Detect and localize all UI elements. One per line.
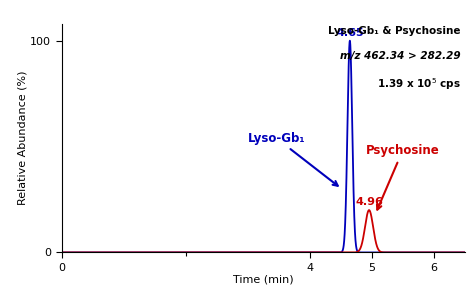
Text: 4.96: 4.96 (355, 197, 383, 207)
Text: 1.39 x 10$^5$ cps: 1.39 x 10$^5$ cps (377, 76, 460, 92)
Text: Lyso-Gb₁: Lyso-Gb₁ (247, 132, 338, 186)
Text: m/z 462.34 > 282.29: m/z 462.34 > 282.29 (340, 51, 460, 61)
X-axis label: Time (min): Time (min) (233, 274, 293, 284)
Text: Lyso-Gb₁ & Psychosine: Lyso-Gb₁ & Psychosine (328, 26, 460, 36)
Text: Psychosine: Psychosine (365, 144, 439, 210)
Y-axis label: Relative Abundance (%): Relative Abundance (%) (18, 71, 27, 205)
Text: 4.65: 4.65 (336, 28, 364, 37)
